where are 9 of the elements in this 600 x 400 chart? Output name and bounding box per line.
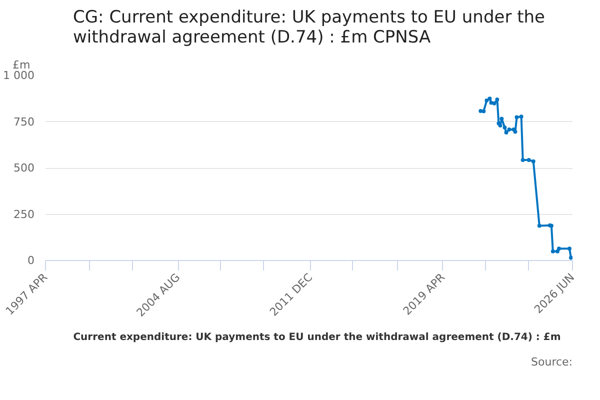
- y-axis-title: £m: [12, 58, 30, 72]
- y-tick-label: 250: [14, 208, 35, 221]
- y-tick-label: 750: [14, 115, 35, 128]
- source-note: Source:: [531, 356, 573, 368]
- text: Current expenditure: UK payments to EU under the withdrawal agreement (D.74) : £m: [73, 332, 561, 342]
- y-tick-label: 500: [14, 162, 35, 174]
- y-tick-label: 1 000: [3, 69, 35, 82]
- chart-title: CG: Current expenditure: UK payments to EU under the withdrawal agreement (D.74) : £m CPNSA: [73, 8, 545, 48]
- y-tick-label: 0: [28, 254, 34, 267]
